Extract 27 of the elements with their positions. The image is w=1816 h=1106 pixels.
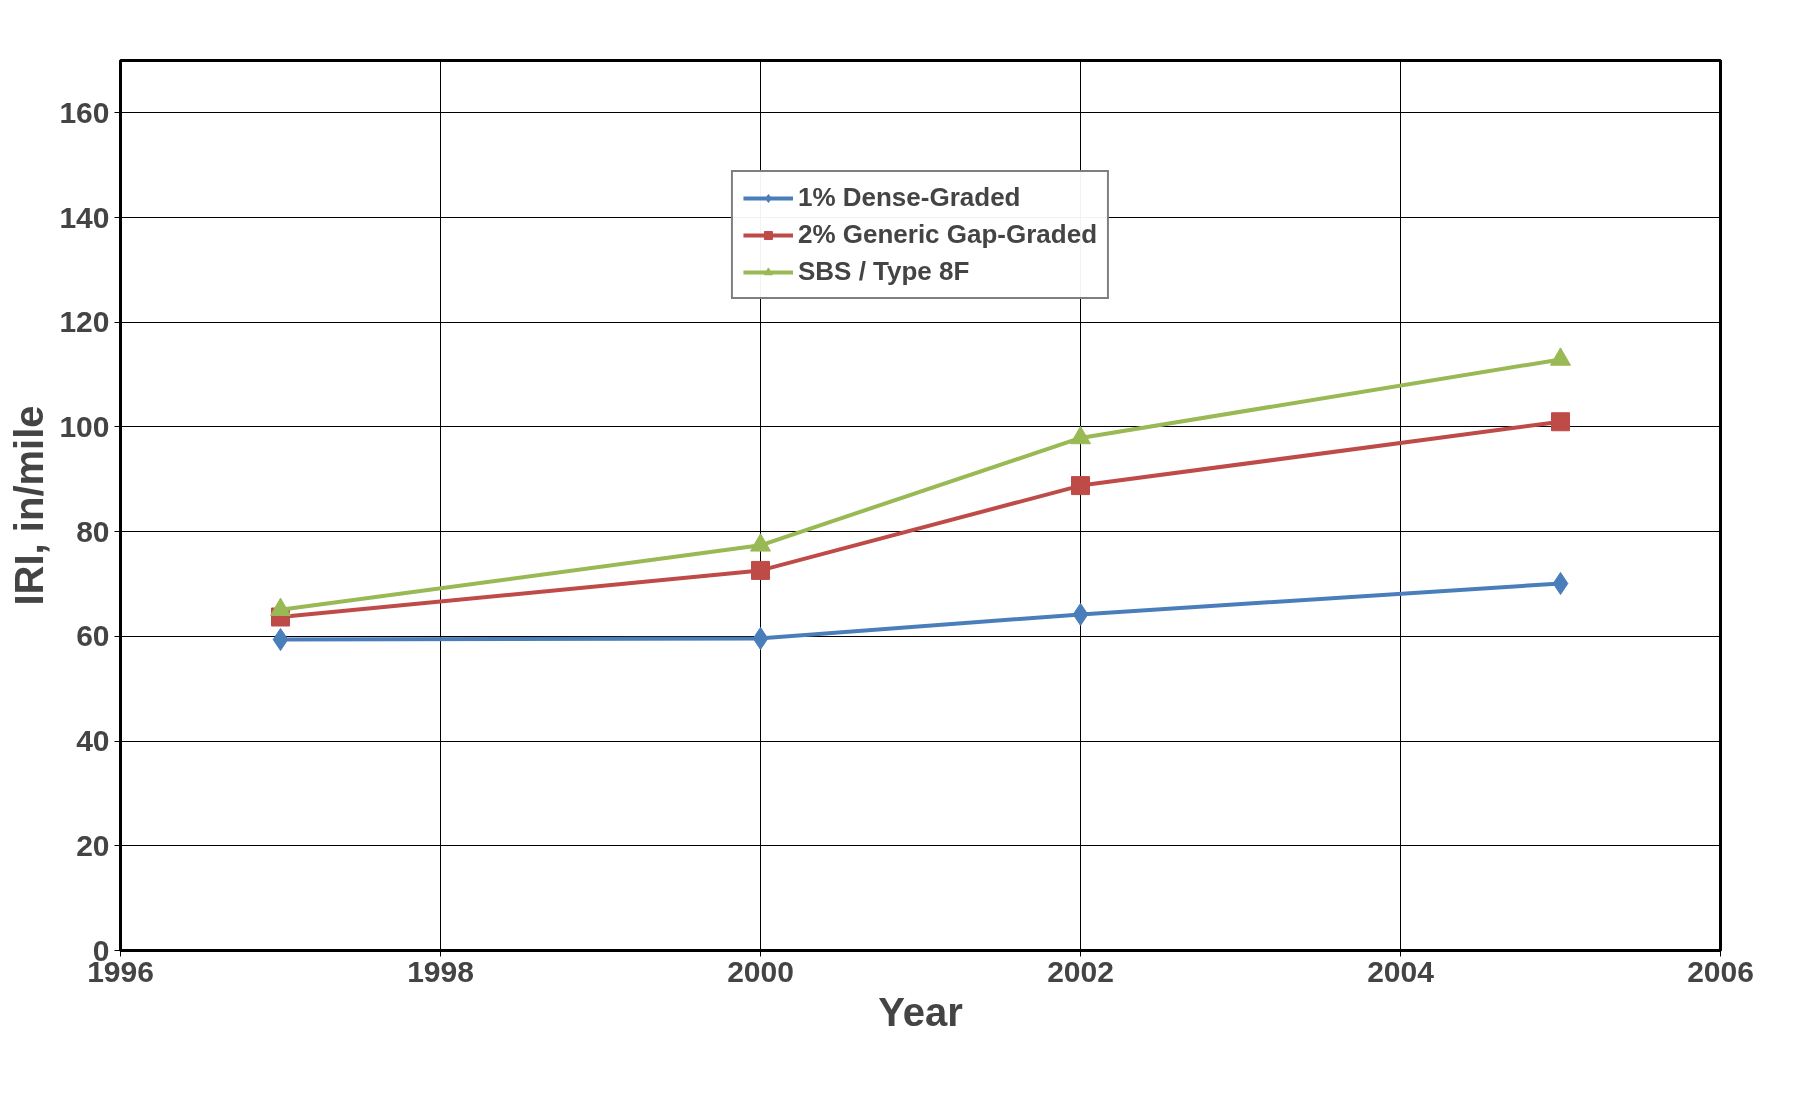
y-tick-label: 140 (59, 200, 110, 234)
x-tick-label: 1998 (407, 954, 474, 988)
y-tick-label: 40 (76, 724, 110, 758)
point (750, 533, 771, 552)
legend-label: SBS / Type 8F (797, 256, 970, 287)
y-tick-label: 120 (59, 305, 110, 339)
legend-label: 1% Dense-Graded (797, 182, 1021, 213)
x-axis-title: Year (878, 989, 963, 1034)
point (751, 560, 770, 580)
point (1072, 602, 1089, 626)
x-tick-label: 2002 (1047, 954, 1114, 988)
point (1070, 425, 1091, 445)
y-tick-label: 160 (59, 95, 110, 129)
point (752, 626, 769, 650)
legend-label: 2% Generic Gap-Graded (797, 219, 1098, 250)
y-tick-label: 20 (76, 828, 110, 862)
y-tick-label: 80 (76, 514, 110, 548)
y-axis-title: IRI, in/mile (7, 405, 52, 606)
x-tick-label: 2000 (727, 954, 794, 988)
point (272, 628, 289, 652)
y-tick-label: 60 (76, 619, 110, 653)
x-tick-label: 2006 (1687, 954, 1754, 988)
point (1071, 476, 1090, 496)
point (1550, 347, 1571, 366)
x-tick-label: 2004 (1367, 954, 1435, 988)
point (1552, 572, 1569, 596)
y-tick-label: 100 (59, 409, 110, 443)
